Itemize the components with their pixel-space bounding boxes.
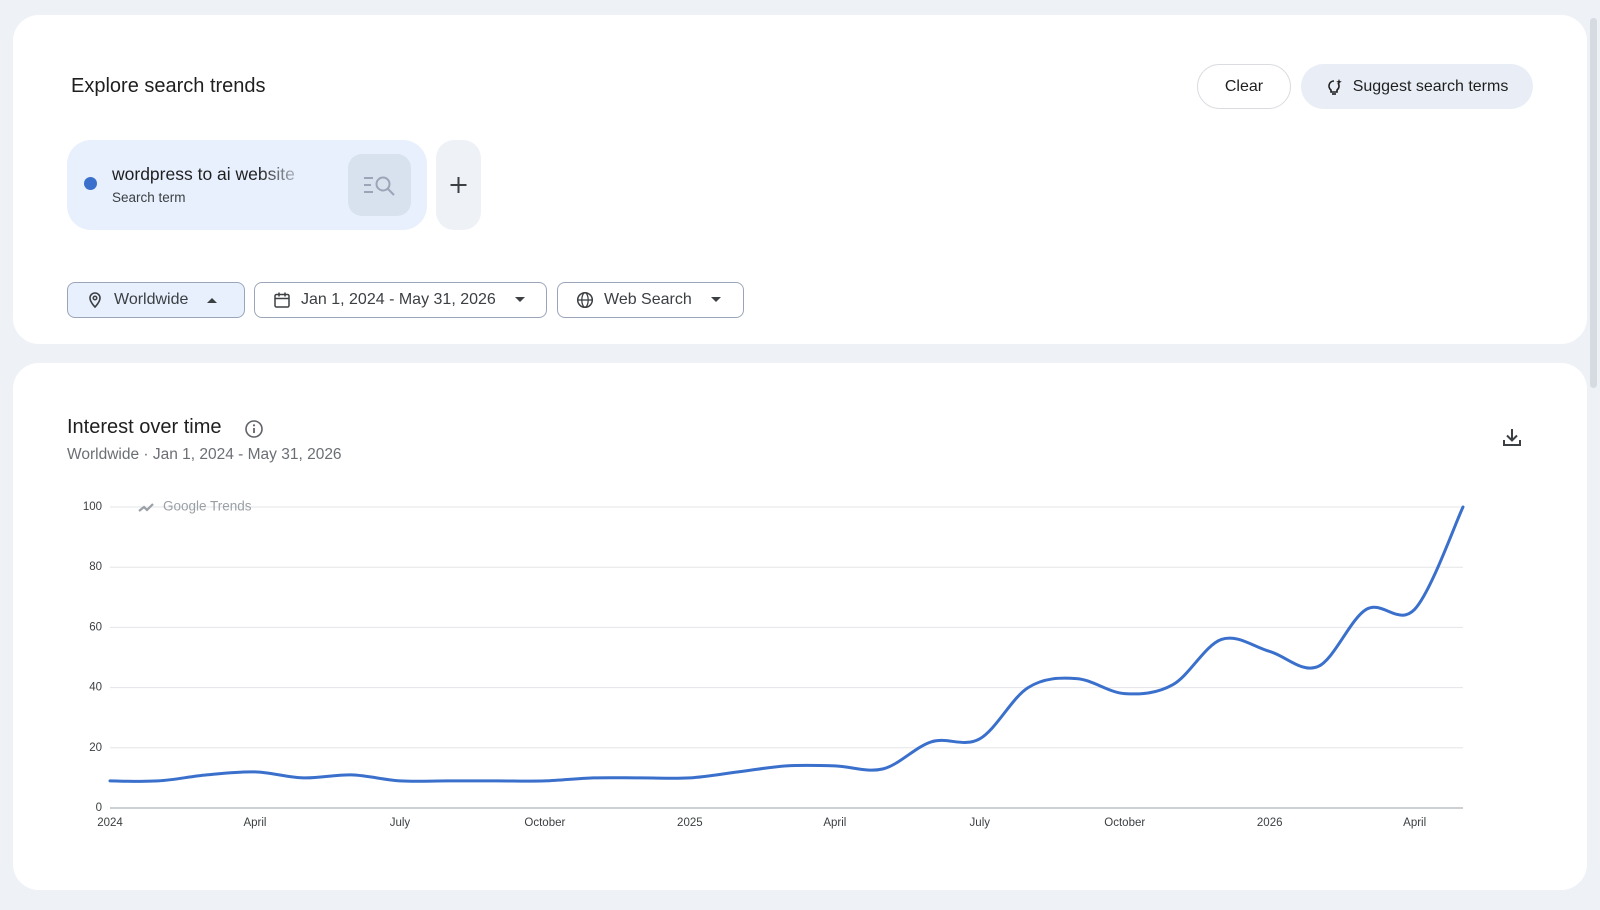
x-tick-label: 2025 [677,817,703,829]
calendar-icon [274,292,290,308]
y-tick-label: 40 [89,682,102,694]
trends-logo [138,503,154,512]
download-icon[interactable] [1500,425,1524,449]
trend-line [108,505,1465,783]
caret-down [514,297,525,302]
term-sublabel: Search term [112,190,186,205]
term-label: wordpress to ai website [112,164,295,184]
term-search-icon [364,176,395,196]
page-title: Explore search trends [71,75,266,97]
watermark: Google Trends [163,499,252,514]
chart-card [13,363,1587,890]
add-icon [450,177,467,193]
caret-down [710,297,721,302]
date-label: Jan 1, 2024 - May 31, 2026 [301,291,496,308]
term-search-button[interactable] [348,154,411,216]
property-label: Web Search [604,291,692,308]
x-tick-label: October [1104,817,1145,829]
clear-button[interactable]: Clear [1197,64,1291,109]
x-tick-label: April [823,817,846,829]
y-tick-label: 60 [89,621,102,633]
x-tick-label: April [243,817,266,829]
property-filter[interactable]: Web Search [557,282,744,318]
suggest-label: Suggest search terms [1352,77,1509,95]
y-tick-label: 20 [89,742,102,754]
chart-title: Interest over time [67,416,222,438]
x-tick-label: July [390,817,411,829]
region-label: Worldwide [114,291,189,308]
suggest-icon [1327,78,1342,95]
x-tick-label: July [970,817,991,829]
suggest-button[interactable]: Suggest search terms [1301,64,1533,109]
y-tick-label: 80 [89,561,102,573]
date-filter[interactable]: Jan 1, 2024 - May 31, 2026 [254,282,547,318]
info-icon[interactable] [244,419,264,439]
y-tick-label: 100 [83,501,102,513]
x-tick-label: 2024 [97,817,123,829]
caret-up [207,298,218,303]
scrollbar[interactable] [1590,18,1597,388]
x-tick-label: April [1403,817,1426,829]
location-icon [89,292,101,309]
y-tick-label: 0 [96,802,102,814]
term-color-dot [84,177,97,190]
clear-label: Clear [1224,77,1264,95]
region-filter[interactable]: Worldwide [67,282,245,318]
globe-icon [576,291,594,309]
add-term-button[interactable] [436,140,481,230]
x-tick-label: 2026 [1257,817,1283,829]
x-tick-label: October [524,817,565,829]
chart-subtitle: Worldwide · Jan 1, 2024 - May 31, 2026 [67,446,342,463]
